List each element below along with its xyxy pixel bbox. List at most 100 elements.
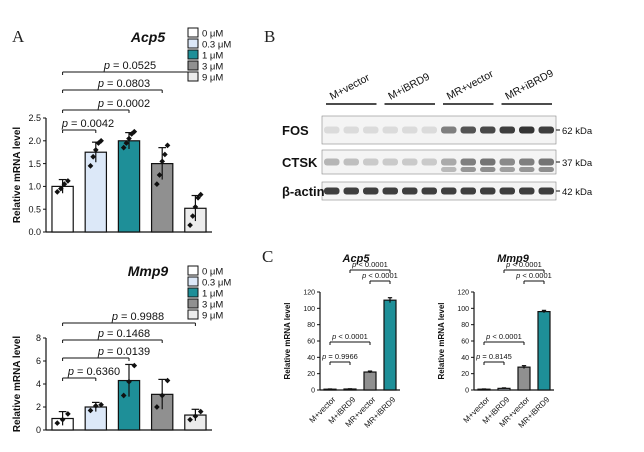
blot-band <box>441 167 457 172</box>
data-point <box>164 142 171 149</box>
legend-label: 3 μM <box>202 300 223 311</box>
y-tick-label: 0 <box>36 425 41 435</box>
y-tick-label: 1.0 <box>28 182 41 192</box>
y-tick-label: 6 <box>36 356 41 366</box>
panel-letter-c: C <box>262 247 273 266</box>
legend-label: 0.3 μM <box>202 40 231 51</box>
blot-band <box>499 167 515 172</box>
blot-row-label: β-actin <box>282 184 325 199</box>
blot-band <box>480 126 496 134</box>
y-tick-label: 4 <box>36 379 41 389</box>
y-tick-label: 100 <box>303 306 315 313</box>
data-point <box>195 194 201 201</box>
blot-band <box>382 126 398 134</box>
data-point <box>162 151 168 158</box>
data-point <box>120 392 127 399</box>
blot-band <box>343 187 359 195</box>
y-tick-label: 8 <box>36 333 41 343</box>
blot-band <box>480 187 496 195</box>
blot-band <box>538 167 554 172</box>
blot-band <box>480 158 496 166</box>
legend-label: 0 μM <box>202 267 223 278</box>
data-point <box>187 416 193 423</box>
data-point <box>90 153 96 160</box>
legend-label: 9 μM <box>202 73 223 84</box>
blot-strip <box>321 115 557 145</box>
blot-band <box>519 126 535 134</box>
p-value-label: p < 0.0001 <box>515 271 552 280</box>
blot-band <box>499 158 515 166</box>
chart-title: Acp5 <box>342 253 371 265</box>
data-point <box>131 128 138 135</box>
data-point <box>92 403 99 409</box>
data-point <box>159 158 166 165</box>
blot-band <box>382 187 398 195</box>
data-point <box>192 204 199 210</box>
legend-swatch <box>187 298 199 309</box>
bar <box>84 151 108 233</box>
p-value-label: p = 0.0042 <box>61 118 114 130</box>
y-tick-label: 1.5 <box>28 159 41 169</box>
legend-swatch <box>187 27 199 38</box>
blot-band <box>324 158 340 166</box>
blot-band <box>421 187 437 195</box>
blot-band <box>382 158 398 166</box>
data-point <box>187 222 193 228</box>
legend-swatch <box>187 71 199 82</box>
p-value-label: p = 0.9966 <box>321 352 358 361</box>
blot-band <box>441 126 457 134</box>
group-label: M+iBRD9 <box>386 71 432 103</box>
blot-band <box>343 126 359 134</box>
chart-mmp9-dose: Mmp9 Relative mRNA level 0 2 4 6 8 p = 0.6360 p … <box>12 263 212 435</box>
chart-title: Acp5 <box>130 29 165 45</box>
blot-band <box>363 126 379 134</box>
y-axis-label: Relative mRNA level <box>12 127 23 224</box>
p-value-label: p < 0.0001 <box>485 332 522 341</box>
y-tick-label: 0 <box>465 387 469 394</box>
blot-band <box>402 158 418 166</box>
chart-title: Mmp9 <box>497 253 530 265</box>
p-value-label: p < 0.0001 <box>351 260 388 269</box>
bar <box>517 366 531 391</box>
data-point <box>87 163 94 169</box>
bar <box>537 311 551 391</box>
y-tick-label: 0.5 <box>28 204 41 214</box>
legend-label: 3 μM <box>202 62 223 73</box>
p-value-label: p < 0.0001 <box>361 271 398 280</box>
data-point <box>92 147 99 153</box>
chart-title: Mmp9 <box>128 263 169 279</box>
blot-band <box>519 167 535 172</box>
p-value-label: p = 0.9988 <box>111 311 164 323</box>
legend-mmp9-dose: 0 μM0.3 μM1 μM3 μM9 μM <box>187 265 231 322</box>
group-label: M+vector <box>328 71 372 102</box>
data-point <box>197 408 204 415</box>
y-tick-label: 60 <box>461 338 469 345</box>
legend-swatch <box>187 309 199 320</box>
blot-band <box>519 158 535 166</box>
legend-swatch <box>187 60 199 71</box>
kda-label: 62 kDa <box>562 126 593 137</box>
y-tick-label: 2.5 <box>28 113 41 123</box>
blot-band <box>538 158 554 166</box>
p-value-label: p = 0.6360 <box>67 366 120 378</box>
y-tick-label: 40 <box>307 355 315 362</box>
y-tick-label: 20 <box>461 371 469 378</box>
blot-band <box>499 126 515 134</box>
bar <box>363 371 377 391</box>
legend-label: 0 μM <box>202 29 223 40</box>
blot-band <box>363 158 379 166</box>
panel-letter-a: A <box>12 27 25 46</box>
y-tick-label: 80 <box>461 322 469 329</box>
y-tick-label: 60 <box>307 338 315 345</box>
y-tick-label: 0 <box>311 387 315 394</box>
blot-band <box>460 158 476 166</box>
p-value-label: p < 0.0001 <box>331 332 368 341</box>
data-point <box>87 407 94 414</box>
chart-acp5-dose: Acp5 Relative mRNA level 0.0 0.5 1.0 1.5 2.0 2.… <box>12 29 212 237</box>
y-tick-label: 80 <box>307 322 315 329</box>
data-point <box>189 213 196 219</box>
data-point <box>164 377 171 384</box>
panel-letter-b: B <box>264 27 275 46</box>
